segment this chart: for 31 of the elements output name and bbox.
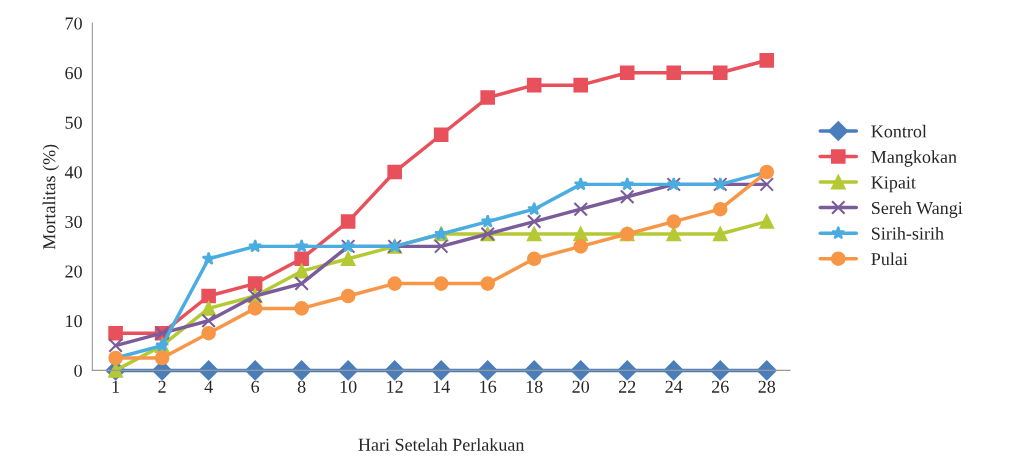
legend-label: Kipait [871,176,916,193]
x-tick-label: 26 [712,380,729,393]
x-tick-label: 4 [204,380,213,393]
x-tick-label: 10 [340,380,357,393]
x-tick-label: 14 [433,380,450,393]
x-tick-label: 16 [480,380,497,393]
x-tick-label: 22 [618,380,636,393]
x-tick-label: 8 [297,380,306,393]
y-tick-label: 60 [65,67,82,80]
x-axis-title: Hari Setelah Perlakuan [358,438,525,451]
legend-label: Mangkokan [871,150,957,167]
y-tick-label: 0 [74,364,82,377]
legend-label: Sirih-sirih [871,226,944,240]
x-tick-label: 24 [665,380,683,393]
x-tick-label: 28 [758,380,776,393]
legend-label: Sereh Wangi [871,201,963,218]
y-tick-label: 70 [65,17,82,30]
y-tick-label: 20 [65,265,82,278]
x-tick-label: 6 [251,380,260,393]
legend-label: Pulai [871,252,908,266]
legend-label: Kontrol [871,124,927,138]
y-tick-label: 50 [65,116,82,129]
x-tick-label: 2 [158,380,166,393]
y-tick-label: 10 [66,315,82,328]
x-tick-label: 20 [572,380,590,393]
y-tick-label: 40 [64,166,82,179]
x-tick-label: 18 [526,380,543,393]
y-axis-title: Mortalitas (%) [42,144,60,250]
x-tick-label: 1 [112,380,120,393]
y-tick-label: 30 [65,215,82,229]
x-tick-label: 12 [387,380,403,393]
